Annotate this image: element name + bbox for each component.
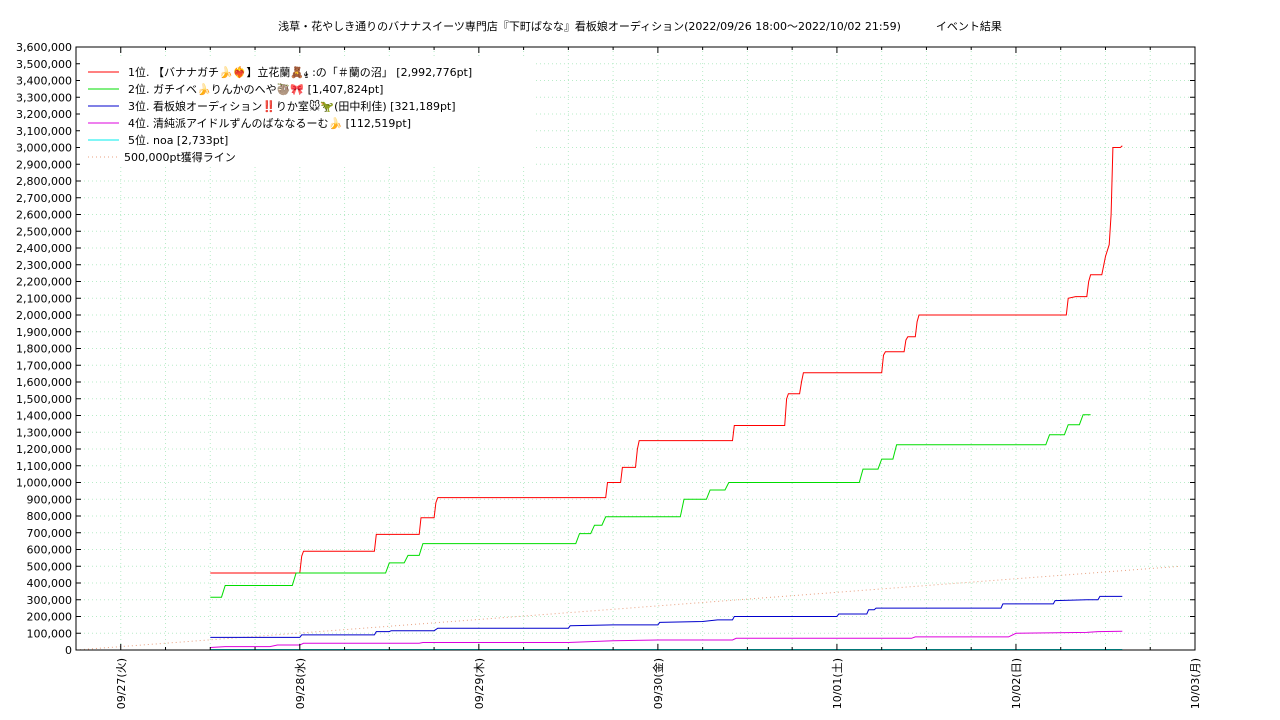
legend-label-4: 4位. 清純派アイドルずんのばななるーむ🍌 [112,519pt] bbox=[128, 116, 411, 130]
x-tick-label: 09/28(水) bbox=[294, 658, 307, 709]
y-tick-label: 1,500,000 bbox=[16, 393, 72, 406]
y-tick-label: 3,100,000 bbox=[16, 125, 72, 138]
series-line-6 bbox=[75, 565, 1181, 651]
legend-label-1: 1位. 【バナナガチ🍌❤️‍🔥】立花蘭🧸𝓼̫ :の「＃蘭の沼」 [2,992,7… bbox=[128, 65, 472, 79]
y-tick-label: 1,400,000 bbox=[16, 410, 72, 423]
series-line-1 bbox=[210, 145, 1123, 574]
y-tick-label: 2,400,000 bbox=[16, 242, 72, 255]
chart-title: 浅草・花やしき通りのバナナスイーツ専門店『下町ばなな』看板娘オーディション(20… bbox=[0, 18, 1280, 34]
y-tick-label: 0 bbox=[65, 644, 72, 657]
y-tick-label: 2,200,000 bbox=[16, 276, 72, 289]
legend-label-6: 500,000pt獲得ライン bbox=[124, 151, 236, 164]
y-tick-label: 2,700,000 bbox=[16, 192, 72, 205]
y-tick-label: 700,000 bbox=[27, 527, 73, 540]
y-tick-label: 1,900,000 bbox=[16, 326, 72, 339]
legend-label-3: 3位. 看板娘オーディション‼️りか室🐭🦖(田中利佳) [321,189pt] bbox=[128, 99, 456, 113]
legend: 1位. 【バナナガチ🍌❤️‍🔥】立花蘭🧸𝓼̫ :の「＃蘭の沼」 [2,992,7… bbox=[80, 58, 535, 166]
legend-label-2: 2位. ガチイベ🍌りんかのへや🦥🎀 [1,407,824pt] bbox=[128, 82, 383, 96]
x-tick-label: 09/27(火) bbox=[115, 658, 128, 709]
x-tick-label: 10/02(日) bbox=[1010, 658, 1023, 709]
y-tick-label: 1,200,000 bbox=[16, 443, 72, 456]
x-axis: 09/27(火) 09/28(水) 09/29(木) 09/30(金) 10/01(土)… bbox=[75, 47, 1202, 709]
y-tick-label: 1,300,000 bbox=[16, 426, 72, 439]
series-lines bbox=[210, 145, 1123, 650]
y-tick-label: 1,700,000 bbox=[16, 359, 72, 372]
y-tick-label: 2,800,000 bbox=[16, 175, 72, 188]
grid bbox=[76, 47, 1195, 650]
y-tick-label: 1,800,000 bbox=[16, 343, 72, 356]
chart-subtitle: イベント結果 bbox=[935, 20, 1002, 33]
y-tick-label: 500,000 bbox=[27, 560, 73, 573]
series-line-3 bbox=[210, 595, 1123, 638]
x-tick-label: 10/03(月) bbox=[1189, 658, 1202, 709]
y-tick-label: 3,200,000 bbox=[16, 108, 72, 121]
y-tick-label: 300,000 bbox=[27, 594, 73, 607]
y-tick-label: 2,000,000 bbox=[16, 309, 72, 322]
y-tick-label: 3,500,000 bbox=[16, 58, 72, 71]
y-tick-label: 100,000 bbox=[27, 627, 73, 640]
y-tick-label: 1,100,000 bbox=[16, 460, 72, 473]
y-tick-label: 2,100,000 bbox=[16, 292, 72, 305]
series-line-2 bbox=[210, 414, 1091, 598]
reference-line-layer bbox=[75, 565, 1181, 651]
y-tick-label: 600,000 bbox=[27, 544, 73, 557]
y-tick-label: 3,400,000 bbox=[16, 75, 72, 88]
x-tick-label: 09/29(木) bbox=[473, 658, 486, 709]
y-tick-label: 3,300,000 bbox=[16, 91, 72, 104]
y-tick-label: 1,600,000 bbox=[16, 376, 72, 389]
y-tick-label: 200,000 bbox=[27, 611, 73, 624]
y-tick-label: 800,000 bbox=[27, 510, 73, 523]
chart-title-main: 浅草・花やしき通りのバナナスイーツ専門店『下町ばなな』看板娘オーディション(20… bbox=[278, 20, 901, 33]
x-tick-label: 09/30(金) bbox=[651, 658, 665, 709]
y-tick-label: 1,000,000 bbox=[16, 477, 72, 490]
legend-label-5: 5位. noa [2,733pt] bbox=[128, 133, 228, 147]
y-tick-label: 2,600,000 bbox=[16, 209, 72, 222]
legend-box bbox=[80, 58, 535, 166]
y-tick-label: 2,300,000 bbox=[16, 259, 72, 272]
y-tick-label: 3,600,000 bbox=[16, 41, 72, 54]
series-line-4 bbox=[210, 630, 1123, 648]
x-tick-label: 10/01(土) bbox=[831, 658, 844, 709]
y-tick-label: 2,900,000 bbox=[16, 158, 72, 171]
y-tick-label: 400,000 bbox=[27, 577, 73, 590]
y-axis: 0 100,000 200,000 300,000 400,000 500,000 600,… bbox=[16, 41, 1195, 657]
y-tick-label: 2,500,000 bbox=[16, 225, 72, 238]
y-tick-label: 3,000,000 bbox=[16, 142, 72, 155]
y-tick-label: 900,000 bbox=[27, 493, 73, 506]
